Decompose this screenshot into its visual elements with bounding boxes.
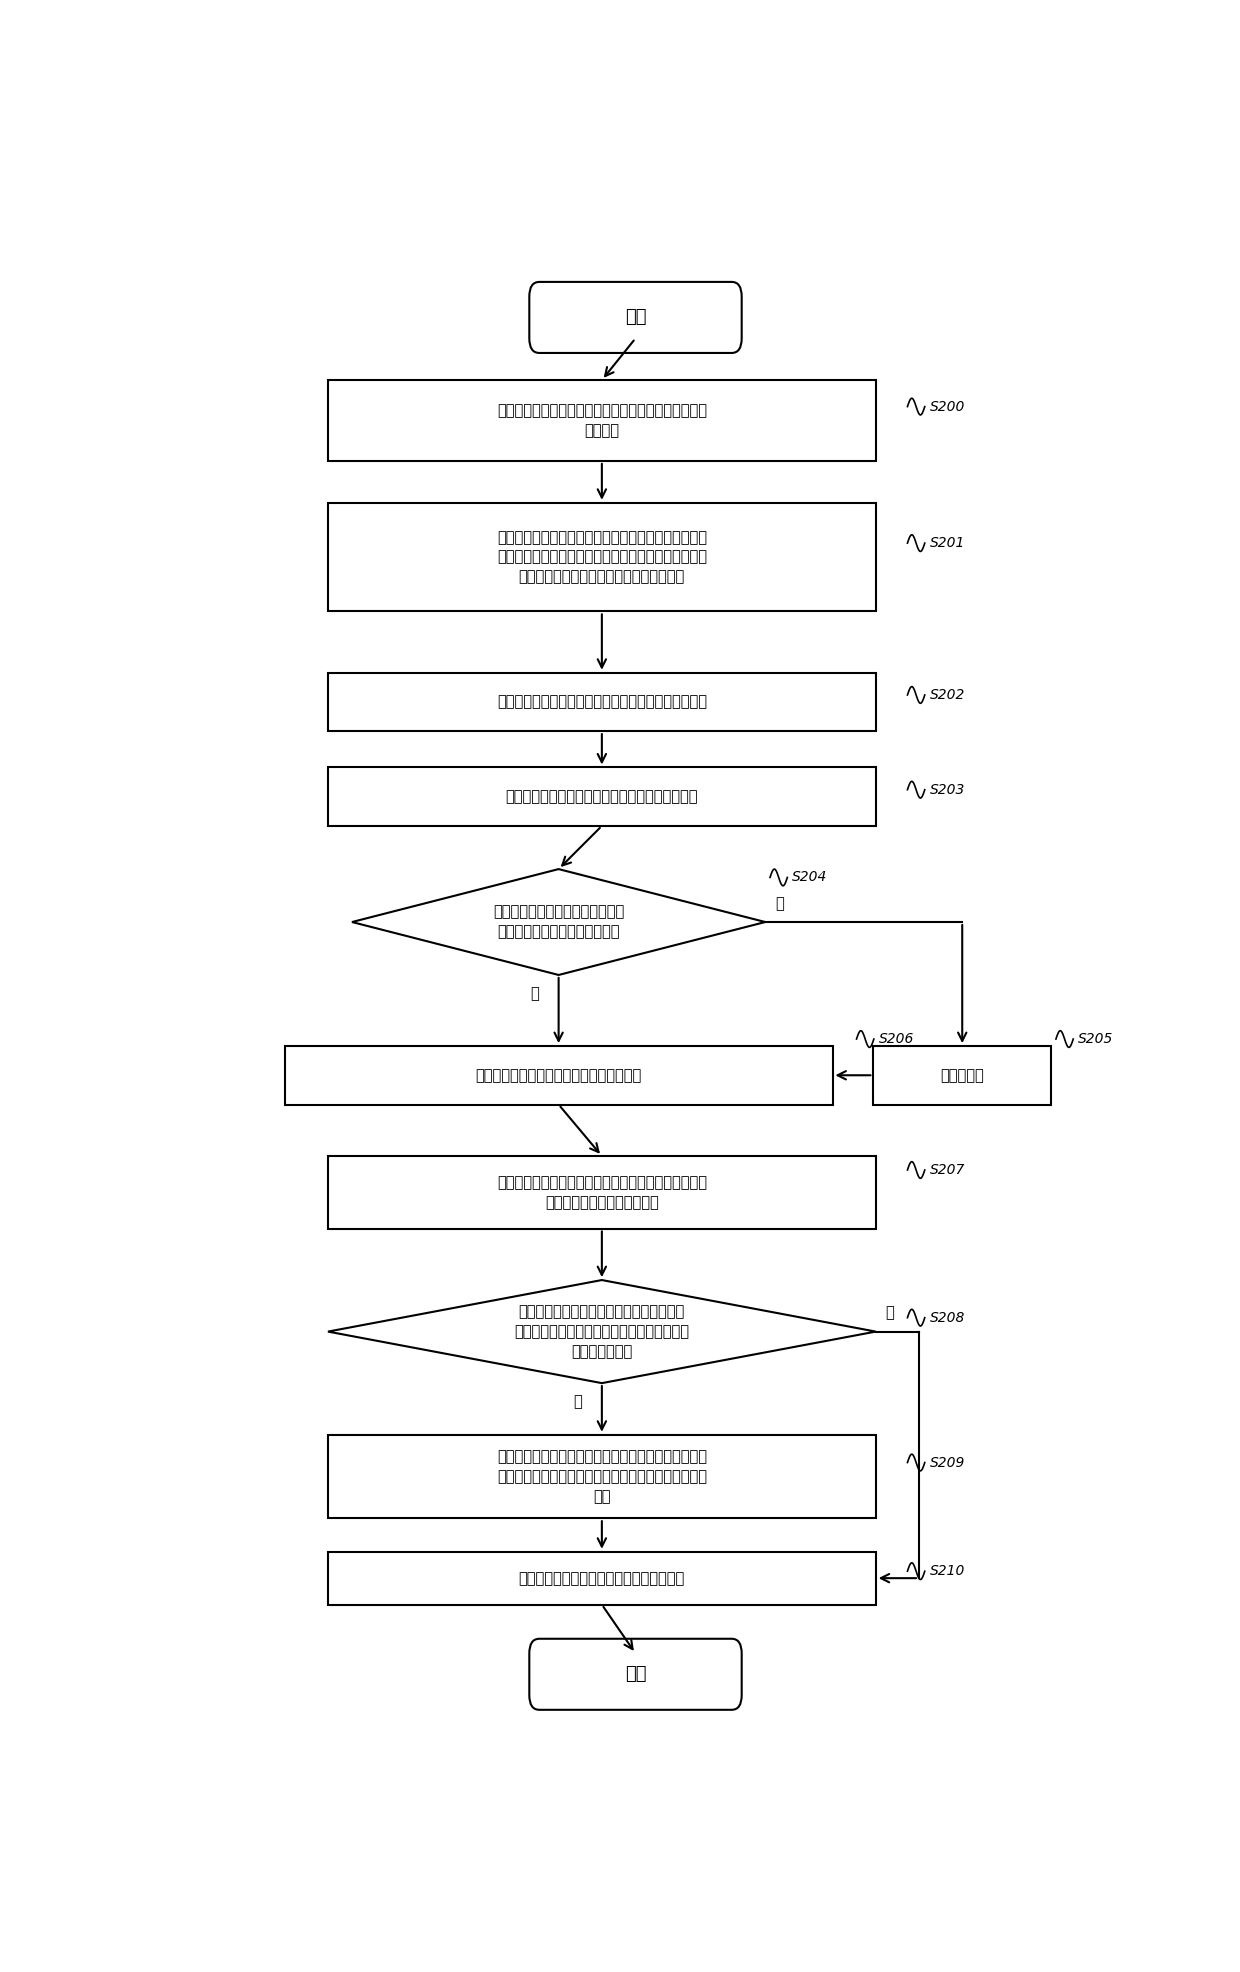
Bar xyxy=(327,1552,875,1605)
Bar xyxy=(873,1045,1052,1104)
Text: 针对每一条缓存数据，提取出对应的数据键以及数据键
的过期时间戳，并为数据键设置用于标识无数据値的标
志位，将数据键与标志位组合为数据键値对: 针对每一条缓存数据，提取出对应的数据键以及数据键 的过期时间戳，并为数据键设置用… xyxy=(497,530,707,584)
Text: S209: S209 xyxy=(930,1455,965,1469)
Text: S210: S210 xyxy=(930,1564,965,1578)
Text: 接收其它节点发送的数据键値对的更新消息: 接收其它节点发送的数据键値对的更新消息 xyxy=(475,1067,642,1083)
Bar xyxy=(327,503,875,611)
Bar xyxy=(327,381,875,461)
Text: S202: S202 xyxy=(930,688,965,702)
Text: 开始: 开始 xyxy=(625,308,646,327)
Text: 根据所访问的数据键查找其它节点的缓存中存储的数据
键对应的数据値，并将为数据键设置的标志位替换为数
据値: 根据所访问的数据键查找其它节点的缓存中存储的数据 键对应的数据値，并将为数据键设… xyxy=(497,1449,707,1505)
Polygon shape xyxy=(327,1280,875,1382)
Text: 根据更新消息，将节点的缓存中相应的数据键値对更新
为其它节点发送的数据键値对: 根据更新消息，将节点的缓存中相应的数据键値对更新 为其它节点发送的数据键値对 xyxy=(497,1175,707,1209)
Bar xyxy=(327,672,875,732)
Text: 当节点重启时，根据数据键的过期
时间戳，判断数据键是否已过期: 当节点重启时，根据数据键的过期 时间戳，判断数据键是否已过期 xyxy=(494,905,624,939)
Text: 将数据键値对以及数据键的过期时间戳进行持久化存储: 将数据键値对以及数据键的过期时间戳进行持久化存储 xyxy=(497,694,707,710)
Text: S204: S204 xyxy=(792,870,827,885)
Text: S206: S206 xyxy=(879,1031,914,1045)
Text: 响应访问请求返回数据键値对包含的数据値: 响应访问请求返回数据键値对包含的数据値 xyxy=(518,1570,684,1585)
Text: 读取节点的至少一条缓存数据，缓存数据具有数据键値
对的形式: 读取节点的至少一条缓存数据，缓存数据具有数据键値 对的形式 xyxy=(497,402,707,438)
Bar xyxy=(327,1156,875,1229)
Text: 否: 否 xyxy=(531,986,539,1002)
Text: 否: 否 xyxy=(885,1305,894,1321)
Text: S203: S203 xyxy=(930,783,965,797)
Polygon shape xyxy=(352,870,765,974)
Bar xyxy=(285,1045,832,1104)
Bar xyxy=(327,1436,875,1518)
Text: S207: S207 xyxy=(930,1163,965,1177)
Text: 删除数据键: 删除数据键 xyxy=(940,1067,985,1083)
Text: S208: S208 xyxy=(930,1311,965,1325)
Text: S200: S200 xyxy=(930,400,965,414)
Bar xyxy=(327,767,875,826)
Text: S205: S205 xyxy=(1078,1031,1114,1045)
FancyBboxPatch shape xyxy=(529,1639,742,1710)
Text: S201: S201 xyxy=(930,536,965,550)
Text: 若接收到针对节点的缓存数据的访问请求，
判断节点的缓存中加载的所访问的数据键値对
是否包含标志位: 若接收到针对节点的缓存数据的访问请求， 判断节点的缓存中加载的所访问的数据键値对… xyxy=(515,1303,689,1359)
Text: 是: 是 xyxy=(775,895,784,911)
Text: 当节点重启时，将数据键値对加载到节点的缓存中: 当节点重启时，将数据键値对加载到节点的缓存中 xyxy=(506,789,698,805)
FancyBboxPatch shape xyxy=(529,282,742,353)
Text: 是: 是 xyxy=(573,1394,583,1410)
Text: 结束: 结束 xyxy=(625,1664,646,1684)
